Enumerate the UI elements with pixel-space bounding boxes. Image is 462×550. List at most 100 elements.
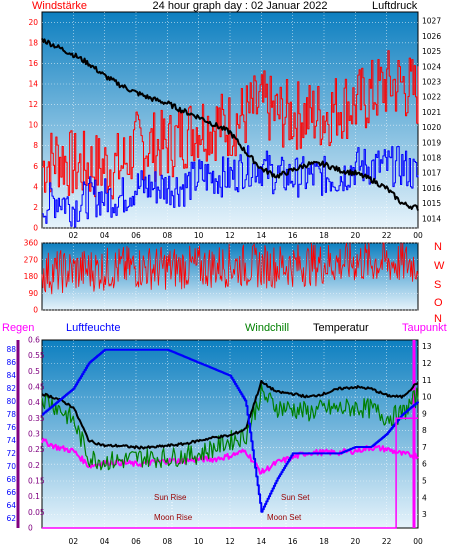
pressure-tick-1020: 1020	[422, 123, 441, 132]
moon-set-label: Moon Set	[267, 513, 302, 522]
pressure-tick-1023: 1023	[422, 77, 441, 86]
temp-tick-4: 4	[422, 493, 427, 502]
wind-tick-8: 8	[33, 141, 38, 150]
pressure-tick-1022: 1022	[422, 93, 441, 102]
wind-tick-14: 14	[28, 80, 38, 89]
sun-set-label: Sun Set	[281, 493, 310, 502]
rain-tick-0.2: 0.2	[28, 461, 40, 470]
rain-tick-0: 0	[28, 524, 33, 533]
windchill-label: Windchill	[245, 322, 289, 334]
wind-tick-6: 6	[33, 162, 38, 171]
temp-tick-9: 9	[422, 409, 427, 418]
dir-tick-360: 360	[24, 239, 39, 248]
rain-tick-0.45: 0.45	[28, 383, 45, 392]
dir-tick-270: 270	[24, 255, 39, 264]
hum-tick-84: 84	[6, 371, 16, 380]
compass-n-top: N	[434, 241, 442, 253]
hum-tick-70: 70	[6, 462, 16, 471]
series-regen	[42, 417, 418, 529]
temp-xtick-10: 10	[194, 537, 204, 546]
temp-tick-8: 8	[422, 426, 427, 435]
luftdruck-label: Luftdruck	[372, 0, 418, 12]
temp-tick-6: 6	[422, 460, 427, 469]
rain-tick-0.05: 0.05	[28, 508, 45, 517]
wind-tick-18: 18	[28, 38, 38, 47]
temp-tick-11: 11	[422, 376, 432, 385]
astro-markers: Sun Rise Sun Set Moon Rise Moon Set	[154, 493, 310, 528]
temp-xtick-16: 16	[288, 537, 298, 546]
temp-xtick-12: 12	[225, 537, 235, 546]
wind-tick-20: 20	[28, 18, 38, 27]
series-luftfeuchte	[42, 348, 419, 513]
compass-o: O	[434, 297, 443, 309]
temp-tick-5: 5	[422, 477, 427, 486]
wind-xtick-12: 12	[225, 231, 235, 240]
series-taupunkt	[41, 437, 419, 475]
temp-xtick-22: 22	[382, 537, 392, 546]
wind-xtick-18: 18	[319, 231, 329, 240]
temp-xtick-18: 18	[319, 537, 329, 546]
hum-tick-64: 64	[6, 501, 16, 510]
hum-tick-76: 76	[6, 423, 16, 432]
wind-xtick-02: 02	[69, 231, 79, 240]
wind-xtick-08: 08	[163, 231, 173, 240]
temp-tick-3: 3	[422, 510, 427, 519]
wind-tick-12: 12	[28, 100, 38, 109]
temp-xtick-02: 02	[69, 537, 79, 546]
wind-tick-0: 0	[33, 224, 38, 233]
wind-tick-4: 4	[33, 182, 38, 191]
wind-tick-10: 10	[28, 121, 38, 130]
hum-tick-72: 72	[6, 449, 16, 458]
compass-labels: N W S O N	[434, 241, 445, 325]
page-title: 24 hour graph day : 02 Januar 2022	[153, 0, 328, 12]
wind-xtick-16: 16	[288, 231, 298, 240]
pressure-tick-1027: 1027	[422, 17, 441, 26]
wind-xtick-00: 00	[413, 231, 423, 240]
temp-tick-13: 13	[422, 342, 432, 351]
pressure-tick-1026: 1026	[422, 32, 441, 41]
rain-tick-0.3: 0.3	[28, 430, 40, 439]
rain-tick-0.25: 0.25	[28, 445, 45, 454]
series-gusts	[42, 50, 419, 200]
temp-xtick-20: 20	[351, 537, 361, 546]
wind-tick-2: 2	[33, 203, 38, 212]
series-temperatur	[41, 379, 419, 450]
pressure-tick-1025: 1025	[422, 47, 441, 56]
rain-tick-0.1: 0.1	[28, 492, 40, 501]
compass-s: S	[434, 279, 441, 291]
temp-xtick-08: 08	[163, 537, 173, 546]
pressure-tick-1017: 1017	[422, 169, 441, 178]
taupunkt-label: Taupunkt	[402, 322, 447, 334]
wind-xtick-06: 06	[131, 231, 141, 240]
pressure-tick-1021: 1021	[422, 108, 441, 117]
hum-tick-78: 78	[6, 410, 16, 419]
temp-xtick-06: 06	[131, 537, 141, 546]
temp-xtick-00: 00	[413, 537, 423, 546]
rain-tick-0.15: 0.15	[28, 477, 45, 486]
temp-tick-7: 7	[422, 443, 427, 452]
sun-rise-label: Sun Rise	[154, 493, 187, 502]
series-wind-direction	[41, 242, 419, 295]
dir-tick-90: 90	[28, 289, 38, 298]
dir-tick-0: 0	[33, 306, 38, 315]
pressure-tick-1015: 1015	[422, 199, 441, 208]
hum-tick-86: 86	[6, 358, 16, 367]
pressure-tick-1024: 1024	[422, 62, 441, 71]
axis-ticks: 0246810121416182010141015101610171018101…	[6, 17, 441, 546]
hum-tick-74: 74	[6, 436, 16, 445]
rain-tick-0.35: 0.35	[28, 414, 45, 423]
moon-rise-label: Moon Rise	[154, 513, 193, 522]
compass-n-bottom: N	[434, 313, 442, 325]
rain-tick-0.4: 0.4	[28, 398, 40, 407]
rain-tick-0.5: 0.5	[28, 367, 40, 376]
rain-tick-0.55: 0.55	[28, 351, 45, 360]
wind-xtick-20: 20	[351, 231, 361, 240]
rain-tick-0.6: 0.6	[28, 336, 40, 345]
pressure-tick-1019: 1019	[422, 138, 441, 147]
wind-xtick-22: 22	[382, 231, 392, 240]
series-pressure	[41, 38, 419, 211]
series-windchill	[41, 383, 419, 471]
hum-tick-82: 82	[6, 384, 16, 393]
dir-tick-180: 180	[24, 272, 39, 281]
